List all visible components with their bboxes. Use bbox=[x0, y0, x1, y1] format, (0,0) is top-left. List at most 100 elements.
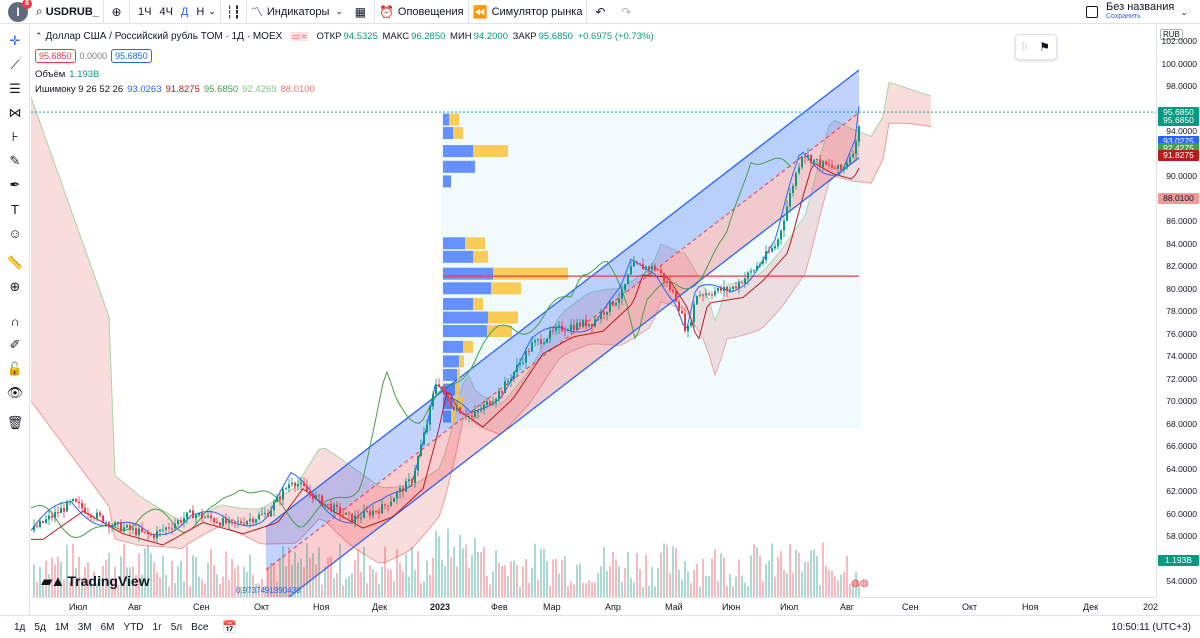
timeframe-4h[interactable]: 4Ч bbox=[159, 5, 173, 18]
bid-price-button[interactable]: 95.6850 bbox=[35, 49, 76, 63]
candle-body bbox=[843, 166, 845, 170]
date-range-icon[interactable]: 📅 bbox=[222, 620, 238, 634]
chevron-down-icon[interactable]: ⌄ bbox=[208, 6, 216, 16]
candle-body bbox=[222, 518, 224, 526]
tradingview-logo[interactable]: ▰▲ TradingView bbox=[41, 572, 150, 590]
pen-icon[interactable]: ✒ bbox=[9, 177, 21, 192]
range-5d[interactable]: 5д bbox=[34, 621, 46, 633]
candle-body bbox=[756, 265, 758, 271]
emoji-icon[interactable]: ☺ bbox=[8, 225, 22, 241]
range-1y[interactable]: 1г bbox=[152, 621, 162, 633]
lock-drawings-icon[interactable]: ✐ bbox=[9, 337, 21, 352]
volume-bar bbox=[57, 556, 59, 597]
candle-body bbox=[42, 521, 44, 523]
time-label: Июл bbox=[780, 602, 799, 612]
range-3m[interactable]: 3М bbox=[77, 621, 92, 633]
price-label: 66.0000 bbox=[1166, 441, 1197, 451]
layout-name-block[interactable]: Без названия Сохранить bbox=[1106, 2, 1174, 22]
volume-bar bbox=[522, 566, 524, 597]
timeframe-day[interactable]: Д bbox=[180, 5, 189, 18]
volume-bar bbox=[771, 543, 773, 597]
volume-bar bbox=[651, 567, 653, 597]
clock[interactable]: 10:50:11 (UTC+3) bbox=[1111, 621, 1191, 633]
volume-bar bbox=[306, 543, 308, 597]
alerts-button[interactable]: ⏰ Оповещения bbox=[375, 0, 469, 24]
magnet-icon[interactable]: ∩ bbox=[10, 313, 20, 329]
volume-bar bbox=[432, 557, 434, 597]
templates-button[interactable]: ▦ bbox=[347, 0, 375, 24]
range-6m[interactable]: 6М bbox=[100, 621, 115, 633]
floating-drawing-toolbar[interactable]: ⁞⁞ ⚑ bbox=[1015, 34, 1057, 60]
prediction-icon[interactable]: ⊦ bbox=[11, 129, 19, 144]
range-5y[interactable]: 5л bbox=[170, 621, 183, 633]
volume-bar bbox=[315, 564, 317, 597]
time-axis[interactable]: Июл Авг Сен Окт Ноя Дек 2023 Фев Мар Апр Май Июн Июл… bbox=[31, 597, 1158, 615]
text-icon[interactable]: T bbox=[11, 201, 19, 217]
volume-bar bbox=[219, 584, 221, 597]
crosshair-icon[interactable]: ✛ bbox=[9, 33, 21, 48]
events-flag-icon[interactable]: ◍◍ bbox=[851, 578, 869, 589]
eye-icon[interactable]: 👁 bbox=[6, 385, 24, 400]
price-axis[interactable]: RUB 102.0000 100.0000 98.0000 94.0000 90.000… bbox=[1156, 25, 1200, 597]
volume-bar bbox=[360, 571, 362, 597]
ask-price-button[interactable]: 95.6850 bbox=[111, 49, 152, 63]
redo-button[interactable]: ↷ bbox=[613, 0, 639, 24]
volume-bar bbox=[63, 579, 65, 597]
timeframe-1h[interactable]: 1Ч bbox=[138, 5, 152, 18]
ruler-icon[interactable]: 📏 bbox=[6, 255, 24, 270]
candle-body bbox=[720, 288, 722, 291]
legend-settings-icon[interactable]: ▭ ≈ bbox=[290, 32, 309, 41]
candle-body bbox=[648, 266, 650, 270]
drag-handle-icon[interactable]: ⁞⁞ bbox=[1021, 41, 1028, 53]
legend-ichimoku-row[interactable]: Ишимоку 9 26 52 26 93.0263 91.8275 95.68… bbox=[35, 84, 315, 95]
indicators-button[interactable]: 〽 Индикаторы ⌄ bbox=[247, 0, 347, 24]
candle-body bbox=[645, 266, 647, 270]
pattern-icon[interactable]: ⋈ bbox=[8, 105, 22, 120]
price-tag: 95.6850 bbox=[1158, 115, 1199, 127]
trash-icon[interactable]: 🗑 bbox=[6, 415, 24, 430]
legend-collapse-icon[interactable]: ⌃ bbox=[35, 31, 43, 41]
user-menu[interactable]: I 8 bbox=[0, 0, 32, 24]
symbol-name: USDRUB_ bbox=[45, 5, 99, 18]
volume-bar bbox=[828, 569, 830, 597]
replay-button[interactable]: ⏪ Симулятор рынка bbox=[469, 0, 588, 24]
range-ytd[interactable]: YTD bbox=[123, 621, 144, 633]
range-1d[interactable]: 1д bbox=[14, 621, 26, 633]
lock-icon[interactable]: 🔓 bbox=[6, 361, 24, 376]
fib-icon[interactable]: ☰ bbox=[9, 81, 21, 96]
chart-pane[interactable]: ⌃ Доллар США / Российский рубль TOM · 1Д… bbox=[31, 25, 1156, 597]
candle-body bbox=[102, 515, 104, 524]
legend-volume-row[interactable]: Объём 1.193B bbox=[35, 69, 99, 80]
candle-body bbox=[249, 518, 251, 522]
currency-selector[interactable]: RUB bbox=[1160, 29, 1183, 40]
compare-button[interactable]: ⊕ bbox=[104, 0, 130, 24]
chevron-down-icon[interactable]: ⌄ bbox=[335, 6, 343, 16]
volume-bar bbox=[300, 558, 302, 597]
candle-body bbox=[291, 482, 293, 485]
zoom-icon[interactable]: ⊕ bbox=[9, 279, 21, 294]
volume-bar bbox=[162, 556, 164, 597]
chart-canvas[interactable] bbox=[31, 25, 1156, 597]
volume-bar bbox=[750, 555, 752, 597]
timeframe-week[interactable]: Н bbox=[196, 5, 205, 18]
chart-type-button[interactable]: ┆┇ bbox=[221, 0, 247, 24]
undo-button[interactable]: ↶ bbox=[587, 0, 613, 24]
bars-icon: ┆┇ bbox=[226, 4, 241, 19]
volume-profile-down-bar bbox=[455, 383, 460, 396]
layout-save[interactable]: Без названия Сохранить ⌄ bbox=[1086, 0, 1188, 24]
candle-body bbox=[468, 415, 470, 417]
avatar[interactable]: I 8 bbox=[8, 0, 32, 22]
candle-body bbox=[228, 519, 230, 524]
range-1m[interactable]: 1М bbox=[54, 621, 69, 633]
trend-line-icon[interactable]: ⟋ bbox=[10, 57, 20, 72]
chevron-down-icon[interactable]: ⌄ bbox=[1180, 6, 1188, 17]
range-all[interactable]: Все bbox=[191, 621, 209, 633]
legend-symbol-title[interactable]: Доллар США / Российский рубль TOM · 1Д ·… bbox=[45, 31, 283, 42]
price-label: 90.0000 bbox=[1166, 171, 1197, 181]
volume-bar bbox=[192, 555, 194, 597]
candle-body bbox=[378, 511, 380, 514]
symbol-search[interactable]: ⌕ USDRUB_ bbox=[32, 0, 104, 24]
flag-icon[interactable]: ⚑ bbox=[1039, 40, 1051, 54]
candle-body bbox=[261, 513, 263, 515]
brush-icon[interactable]: ✎ bbox=[9, 153, 21, 168]
